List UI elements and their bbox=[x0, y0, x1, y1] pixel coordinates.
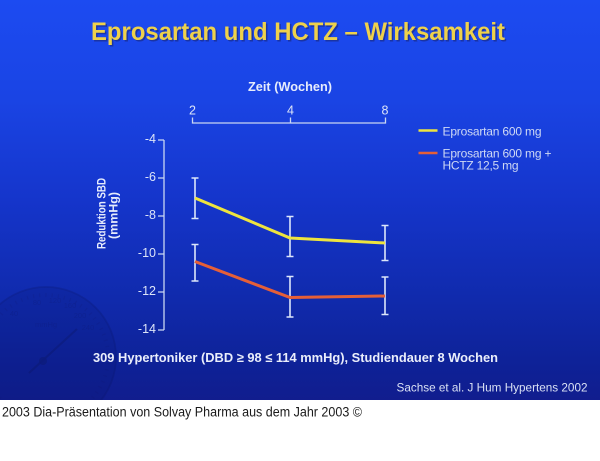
svg-text:Zeit (Wochen): Zeit (Wochen) bbox=[248, 79, 332, 94]
svg-text:Sachse et al. J Hum Hypertens: Sachse et al. J Hum Hypertens 2002 bbox=[397, 381, 588, 395]
svg-text:240: 240 bbox=[82, 323, 95, 332]
svg-text:-14: -14 bbox=[138, 322, 156, 336]
svg-text:(mmHg): (mmHg) bbox=[107, 192, 121, 239]
svg-text:8: 8 bbox=[382, 104, 389, 118]
svg-text:-4: -4 bbox=[145, 132, 156, 146]
svg-text:-12: -12 bbox=[138, 284, 156, 298]
svg-text:mmHg: mmHg bbox=[35, 320, 57, 329]
svg-text:160: 160 bbox=[64, 301, 77, 310]
svg-text:-8: -8 bbox=[145, 208, 156, 222]
svg-text:Eprosartan 600 mg +: Eprosartan 600 mg + bbox=[443, 147, 552, 161]
svg-text:40: 40 bbox=[10, 309, 18, 318]
svg-text:200: 200 bbox=[74, 311, 87, 320]
svg-text:Eprosartan und HCTZ – Wirksamk: Eprosartan und HCTZ – Wirksamkeit bbox=[93, 20, 508, 48]
svg-text:4: 4 bbox=[287, 104, 294, 118]
svg-text:HCTZ 12,5 mg: HCTZ 12,5 mg bbox=[443, 159, 519, 173]
svg-text:2: 2 bbox=[189, 104, 196, 118]
svg-text:Reduktion SBD: Reduktion SBD bbox=[95, 178, 109, 249]
svg-text:Eprosartan und HCTZ – Wirksamk: Eprosartan und HCTZ – Wirksamkeit bbox=[91, 18, 506, 46]
svg-text:120: 120 bbox=[49, 296, 62, 305]
svg-text:-6: -6 bbox=[145, 170, 156, 184]
svg-text:Eprosartan 600 mg: Eprosartan 600 mg bbox=[443, 124, 542, 138]
svg-text:2003 Dia-Präsentation von Solv: 2003 Dia-Präsentation von Solvay Pharma … bbox=[2, 405, 362, 420]
svg-text:-10: -10 bbox=[138, 246, 156, 260]
svg-text:80: 80 bbox=[33, 298, 41, 307]
svg-text:309 Hypertoniker (DBD ≥ 98 ≤ 1: 309 Hypertoniker (DBD ≥ 98 ≤ 114 mmHg), … bbox=[93, 350, 498, 365]
